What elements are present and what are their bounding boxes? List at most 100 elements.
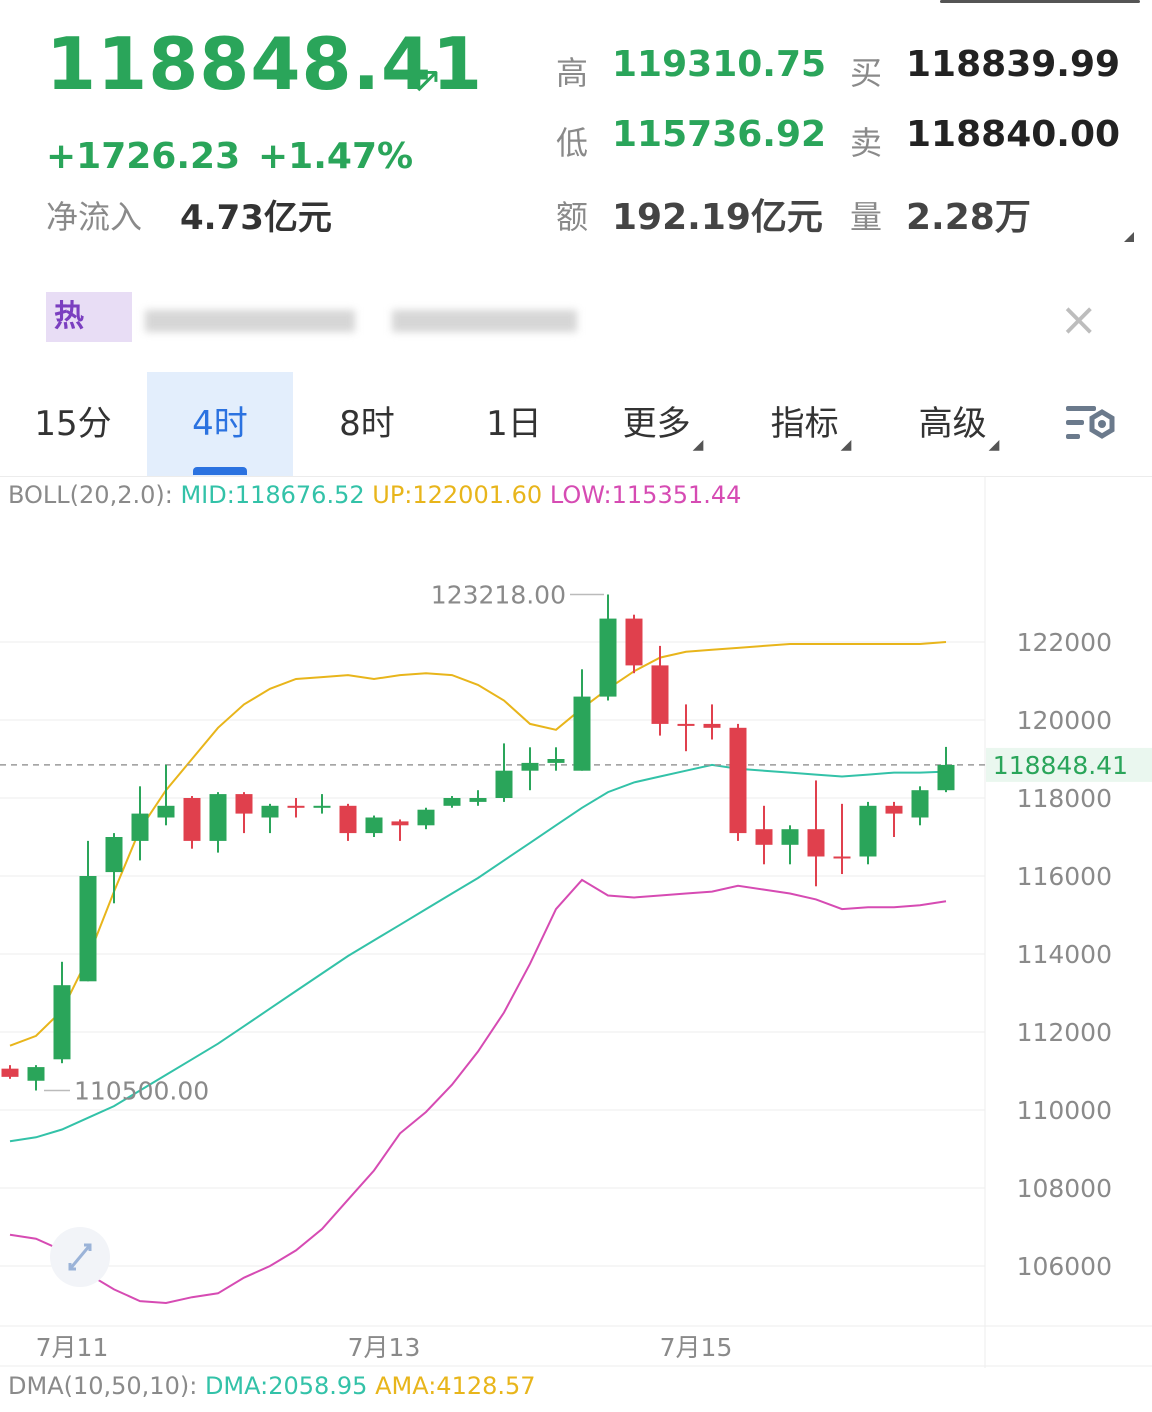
y-tick-label: 110000 — [1017, 1096, 1112, 1125]
dropdown-corner-icon: ◢ — [840, 437, 852, 453]
candle-body — [781, 829, 799, 845]
candle-body — [937, 764, 955, 791]
chart-settings-icon[interactable] — [1064, 402, 1118, 448]
current-price-tag-bg — [986, 747, 1152, 782]
sell-value: 118840.00 — [906, 114, 1121, 155]
candle-body — [209, 794, 227, 841]
y-tick-label: 108000 — [1017, 1174, 1112, 1203]
candle-body — [417, 809, 435, 826]
boll-legend: BOLL(20,2.0): MID:118676.52 UP:122001.60… — [8, 481, 741, 509]
candle-body — [469, 798, 487, 802]
price-change-percent: +1.47% — [258, 136, 414, 177]
candle-body — [703, 723, 721, 728]
candle-body — [131, 813, 149, 841]
candle-body — [365, 817, 383, 834]
tab-more[interactable]: 更多◢ — [590, 372, 736, 476]
tab-indicators[interactable]: 指标◢ — [738, 372, 884, 476]
candle-body — [833, 856, 851, 859]
tab-label: 15分 — [34, 404, 112, 444]
net-inflow-label: 净流入 — [46, 198, 143, 236]
candle-body — [261, 805, 279, 818]
candle-body — [339, 805, 357, 834]
low-value: 115736.92 — [612, 114, 827, 155]
candle-body — [495, 770, 513, 798]
candle-body — [547, 759, 565, 763]
x-tick-label: 7月15 — [660, 1333, 733, 1362]
dropdown-corner-icon: ◢ — [988, 437, 1000, 453]
candle-body — [911, 790, 929, 818]
buy-label: 买 — [850, 54, 883, 92]
high-label: 高 — [556, 54, 589, 92]
tab-label: 更多 — [622, 404, 691, 444]
high-value: 119310.75 — [612, 44, 827, 85]
top-edge-bar — [940, 0, 1140, 3]
blurred-news-text-2[interactable] — [392, 310, 577, 332]
buy-value: 118839.99 — [906, 44, 1121, 85]
ama-value: AMA:4128.57 — [375, 1372, 536, 1400]
y-tick-label: 120000 — [1017, 706, 1112, 735]
y-tick-label: 112000 — [1017, 1018, 1112, 1047]
candle-body — [521, 762, 539, 771]
boll-legend-name: BOLL(20,2.0): — [8, 481, 173, 509]
tab-1d[interactable]: 1日 — [441, 372, 587, 476]
tab-label: 指标 — [770, 404, 839, 444]
boll-mid-line — [9, 763, 947, 1143]
dropdown-corner-icon: ◢ — [692, 437, 704, 453]
tab-label: 1日 — [486, 404, 542, 444]
candle-body — [1, 1068, 19, 1077]
volume-value: 2.28万 — [906, 197, 1031, 238]
x-tick-label: 7月13 — [348, 1333, 421, 1362]
boll-up-value: UP:122001.60 — [372, 481, 543, 509]
volume-label: 量 — [850, 198, 883, 236]
y-tick-label: 116000 — [1017, 862, 1112, 891]
max-price-label: 123218.00 — [431, 580, 566, 609]
tab-15min[interactable]: 15分 — [0, 372, 146, 476]
hot-news-tag[interactable]: 热 — [46, 292, 132, 342]
candle-body — [625, 618, 643, 666]
price-change: +1726.23 — [46, 136, 241, 177]
candle-body — [157, 805, 175, 818]
net-inflow-value: 4.73亿元 — [180, 198, 332, 238]
min-price-label: 110500.00 — [74, 1077, 209, 1106]
blurred-news-text-1[interactable] — [145, 310, 355, 332]
candle-body — [859, 805, 877, 857]
y-tick-label: 106000 — [1017, 1252, 1112, 1281]
timeframe-tabs: 15分 4时 8时 1日 更多◢ 指标◢ 高级◢ — [0, 372, 1152, 477]
tab-advanced[interactable]: 高级◢ — [886, 372, 1032, 476]
boll-low-line — [9, 878, 947, 1305]
candle-body — [651, 665, 669, 724]
candle-body — [27, 1067, 45, 1081]
amount-label: 额 — [556, 198, 589, 236]
x-tick-label: 7月11 — [36, 1333, 109, 1362]
candle-body — [287, 805, 305, 808]
boll-low-value: LOW:115351.44 — [549, 481, 742, 509]
current-price-tag: 118848.41 — [993, 751, 1128, 780]
candle-body — [183, 798, 201, 841]
amount-value: 192.19亿元 — [612, 197, 823, 238]
low-label: 低 — [556, 124, 589, 162]
trend-up-arrow-icon: ↗ — [412, 60, 443, 101]
candle-body — [235, 794, 253, 814]
y-tick-label: 118000 — [1017, 784, 1112, 813]
candlestick-chart[interactable]: 122000 120000 118000 116000 114000 112000 1100… — [0, 476, 1152, 1368]
candle-body — [391, 821, 409, 826]
tab-8h[interactable]: 8时 — [294, 372, 440, 476]
dma-legend-name: DMA(10,50,10): — [8, 1372, 198, 1400]
expand-corner-icon[interactable] — [1124, 232, 1134, 242]
fullscreen-expand-icon — [68, 1243, 92, 1271]
candle-body — [443, 798, 461, 806]
tab-4h[interactable]: 4时 — [147, 372, 293, 476]
boll-mid-value: MID:118676.52 — [180, 481, 365, 509]
sell-label: 卖 — [850, 124, 883, 162]
boll-up-line — [9, 641, 947, 1047]
candle-body — [885, 805, 903, 814]
candle-body — [755, 829, 773, 845]
y-tick-label: 114000 — [1017, 940, 1112, 969]
close-banner-icon[interactable]: × — [1059, 292, 1098, 346]
dma-value: DMA:2058.95 — [204, 1372, 368, 1400]
last-price: 118848.41 — [46, 22, 484, 106]
tab-label: 8时 — [339, 404, 395, 444]
tab-label: 4时 — [192, 404, 248, 444]
candle-body — [599, 618, 617, 697]
candle-body — [313, 805, 331, 808]
